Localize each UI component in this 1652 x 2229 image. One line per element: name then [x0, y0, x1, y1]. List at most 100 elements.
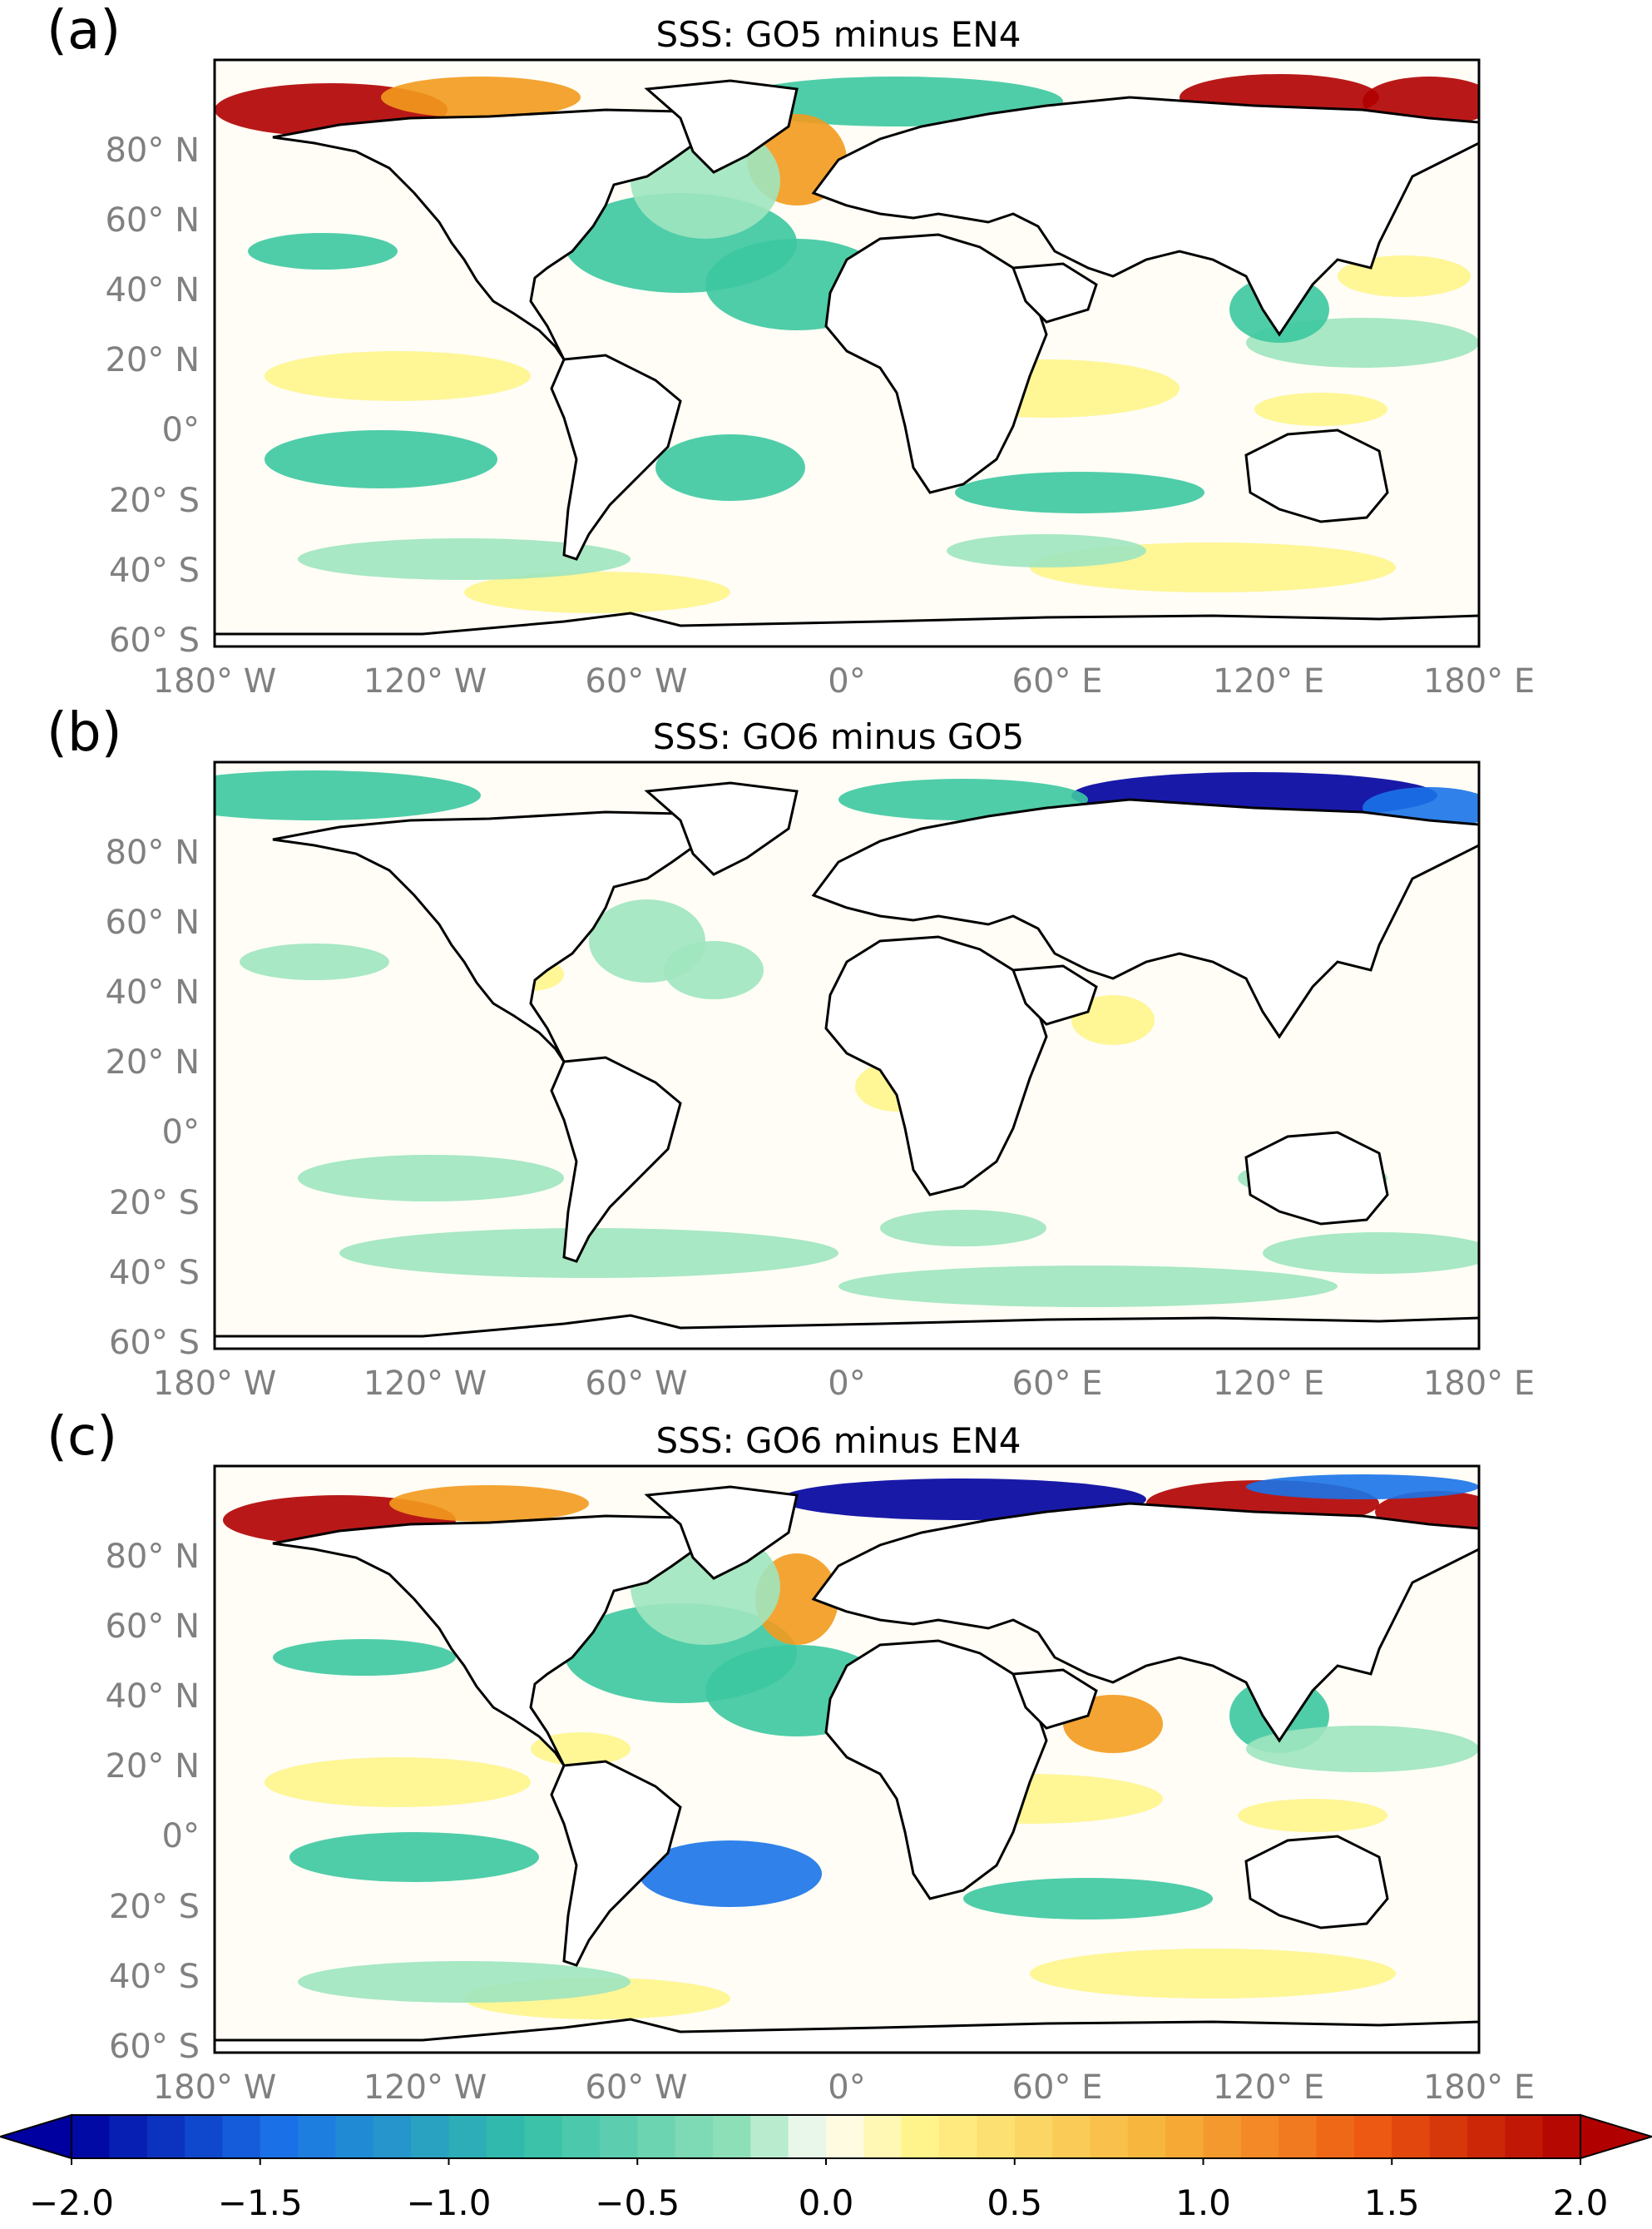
map-panel: (a) SSS: GO5 minus EN4 80° N 60° N 40° N 20° …: [47, 0, 1535, 701]
lat-tick-label: 0°: [162, 1113, 200, 1152]
colorbar-cell: [373, 2115, 412, 2158]
lat-tick-label: 60° S: [109, 622, 200, 660]
colorbar-cell: [1505, 2115, 1544, 2158]
lat-tick-label: 40° S: [109, 1958, 200, 1996]
colorbar-tick-label: −1.5: [218, 2182, 303, 2223]
lon-tick-label: 120° W: [364, 1365, 487, 1403]
lon-tick-label: 0°: [828, 662, 865, 701]
colorbar-cell: [222, 2115, 261, 2158]
colorbar-cell: [524, 2115, 563, 2158]
lon-tick-label: 180° W: [153, 2068, 277, 2107]
colorbar-cell: [901, 2115, 940, 2158]
colorbar-cell: [486, 2115, 525, 2158]
colorbar-cell: [260, 2115, 299, 2158]
colorbar: −2.0 −1.5 −1.0 −0.5 0.0 0.5 1.0 1.5 2.0: [0, 2113, 1652, 2223]
colorbar-cell: [1429, 2115, 1468, 2158]
colorbar-cell: [977, 2115, 1016, 2158]
colorbar-cell: [1203, 2115, 1242, 2158]
colorbar-cell: [561, 2115, 601, 2158]
anomaly-patch: [215, 770, 481, 820]
lat-tick-label: 40° N: [105, 973, 200, 1012]
lat-tick-label: 40° N: [105, 271, 200, 310]
colorbar-cell: [448, 2115, 487, 2158]
anomaly-patch: [947, 534, 1146, 567]
lon-tick-label: 0°: [828, 2068, 865, 2107]
lat-tick-label: 40° N: [105, 1677, 200, 1716]
colorbar-cell: [298, 2115, 337, 2158]
lat-tick-label: 60° S: [109, 2028, 200, 2066]
anomaly-field: [215, 60, 1479, 646]
panel-label: (a): [47, 0, 121, 62]
colorbar-tick-label: −0.5: [595, 2182, 680, 2223]
colorbar-cell: [788, 2115, 827, 2158]
anomaly-patch: [1246, 1474, 1479, 1499]
panel-title: SSS: GO6 minus GO5: [653, 716, 1025, 757]
lat-tick-label: 20° N: [105, 341, 200, 379]
lat-tick-label: 20° S: [109, 1184, 200, 1222]
panel-label: (c): [47, 1406, 117, 1468]
colorbar-extend-high-arrow: [1580, 2113, 1652, 2160]
lat-tick-label: 60° S: [109, 1324, 200, 1362]
anomaly-patch: [664, 941, 764, 999]
colorbar-cell: [1316, 2115, 1355, 2158]
lat-tick-label: 60° N: [105, 1607, 200, 1646]
colorbar-cell: [826, 2115, 864, 2158]
colorbar-cell: [637, 2115, 676, 2158]
anomaly-patch: [298, 1961, 631, 2003]
lat-tick-label: 40° S: [109, 552, 200, 590]
colorbar-cell: [109, 2115, 148, 2158]
lat-tick-label: 20° S: [109, 482, 200, 520]
anomaly-patch: [289, 1832, 539, 1882]
lon-tick-label: 180° E: [1423, 1365, 1535, 1403]
lon-tick-label: 120° W: [364, 2068, 487, 2107]
colorbar-cell: [1052, 2115, 1091, 2158]
anomaly-patch: [730, 77, 1063, 126]
colorbar-cell: [675, 2115, 714, 2158]
anomaly-patch: [240, 944, 389, 980]
colorbar-tick-label: −2.0: [29, 2182, 114, 2223]
anomaly-patch: [1238, 1799, 1387, 1832]
colorbar-cell: [411, 2115, 450, 2158]
colorbar-extend-low-arrow: [0, 2113, 72, 2160]
anomaly-patch: [389, 1485, 589, 1522]
anomaly-patch: [273, 1639, 456, 1676]
colorbar-cell: [863, 2115, 903, 2158]
colorbar-cell: [1240, 2115, 1279, 2158]
lon-tick-label: 60° W: [585, 1365, 687, 1403]
lon-tick-label: 180° W: [153, 662, 277, 701]
panel-title: SSS: GO5 minus EN4: [656, 14, 1021, 55]
anomaly-patch: [963, 1878, 1213, 1919]
colorbar-cell: [1392, 2115, 1431, 2158]
lon-tick-label: 120° E: [1213, 2068, 1324, 2107]
colorbar-tick-label: 1.5: [1364, 2182, 1420, 2223]
colorbar-cell: [72, 2115, 110, 2158]
lat-tick-label: 80° N: [105, 131, 200, 170]
panel-label: (b): [47, 702, 122, 764]
anomaly-patch: [248, 233, 398, 270]
colorbar-cell: [1127, 2115, 1166, 2158]
anomaly-patch: [265, 430, 497, 488]
colorbar-cell: [1090, 2115, 1129, 2158]
lon-tick-label: 120° W: [364, 662, 487, 701]
colorbar-cell: [1165, 2115, 1204, 2158]
anomaly-patch: [298, 538, 631, 580]
lat-tick-label: 20° N: [105, 1043, 200, 1082]
lat-tick-label: 40° S: [109, 1254, 200, 1292]
colorbar-cell: [750, 2115, 789, 2158]
lon-tick-label: 60° W: [585, 662, 687, 701]
anomaly-field: [215, 1466, 1479, 2053]
colorbar-tick-label: 0.5: [987, 2182, 1042, 2223]
colorbar-cell: [712, 2115, 751, 2158]
colorbar-cell: [1542, 2115, 1581, 2158]
colorbar-tick-label: −1.0: [407, 2182, 492, 2223]
lon-tick-label: 60° E: [1012, 662, 1103, 701]
lon-tick-label: 60° E: [1012, 2068, 1103, 2107]
colorbar-cell: [939, 2115, 977, 2158]
anomaly-patch: [1254, 393, 1387, 426]
lat-tick-label: 0°: [162, 411, 200, 449]
anomaly-patch: [531, 1732, 631, 1766]
map-frame: [213, 58, 1481, 648]
colorbar-cell: [1353, 2115, 1392, 2158]
lon-tick-label: 180° E: [1423, 662, 1535, 701]
